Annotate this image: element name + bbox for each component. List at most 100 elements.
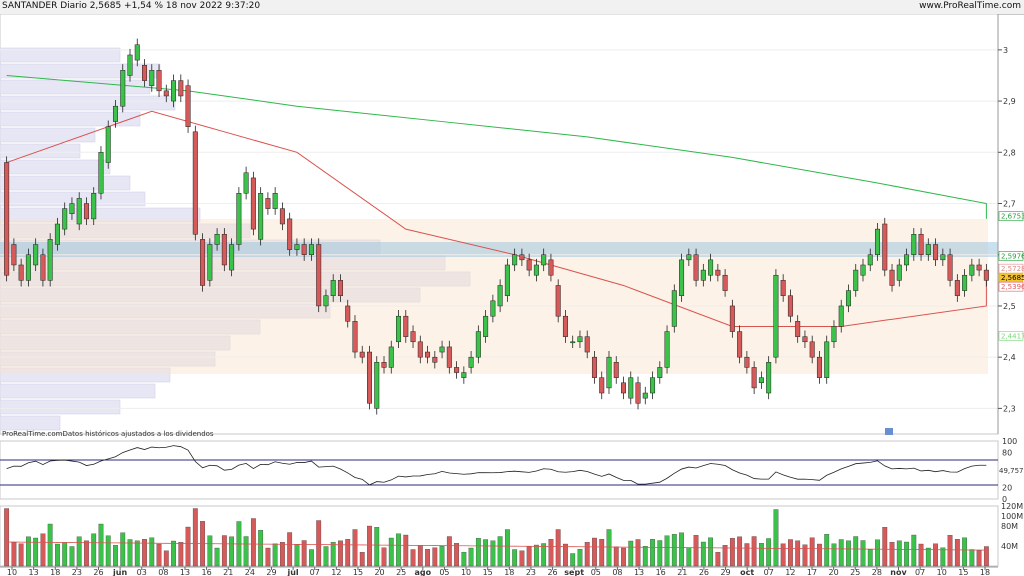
candle-up (497, 285, 503, 307)
volume-profile-bar (0, 415, 61, 431)
oscillator-line (6, 445, 987, 486)
candle (490, 294, 496, 323)
price-axis: 32,92,82,72,62,52,42,3 (997, 14, 1016, 434)
oscillator-tick-label: 0 (1002, 495, 1007, 504)
candle-up (330, 280, 336, 296)
candle-up (112, 105, 118, 122)
candle (954, 274, 960, 302)
volume-bar-down (635, 539, 641, 567)
volume-average-line (6, 541, 987, 551)
volume-profile-bar (0, 175, 131, 191)
candle-up (105, 126, 111, 163)
candle-down (562, 315, 568, 337)
x-tick-label: 08 (612, 568, 622, 576)
volume-bar-down (563, 543, 568, 567)
x-tick-label: 17 (807, 568, 817, 576)
candle (795, 315, 801, 343)
candle (250, 171, 256, 236)
x-tick-label: 23 (526, 568, 536, 576)
volume-profile-bar (0, 271, 471, 287)
candle-up (679, 259, 685, 296)
volume-bar-down (221, 535, 227, 567)
chart-title: SANTANDER Diario 2,5685 +1,54 % 18 nov 2… (2, 1, 261, 11)
volume-bar-up (831, 543, 837, 567)
volume-bar-down (178, 542, 184, 567)
x-tick-label: 15 (958, 568, 968, 576)
candle-down (722, 274, 728, 291)
volume-bar-up (773, 509, 779, 567)
volume-profile-bar (0, 367, 171, 383)
candle-down (250, 177, 256, 230)
candle-up (388, 346, 394, 368)
price-tick-label: 2,5 (1003, 302, 1016, 311)
price-label: 2,4417 (1001, 332, 1024, 340)
candle (294, 238, 300, 256)
volume-bar-up (55, 543, 60, 567)
candle (983, 263, 989, 287)
volume-bar-up (541, 543, 547, 567)
candle-up (91, 193, 97, 220)
candle-down (809, 341, 815, 358)
candle-down (816, 356, 822, 378)
volume-bar-up (243, 536, 249, 567)
candle (171, 74, 177, 108)
candle-up (824, 341, 830, 378)
volume-profile-bar (0, 63, 161, 79)
volume-bar-down (889, 542, 895, 567)
candle-up (374, 362, 380, 409)
volume-bar-up (642, 546, 648, 567)
candle (112, 100, 118, 128)
volume-bar-up (671, 534, 677, 567)
candle-down (446, 346, 452, 368)
volume-bar-up (497, 536, 503, 567)
volume-bar-down (432, 547, 438, 567)
x-tick-label: 24 (245, 568, 255, 576)
candle (337, 274, 343, 302)
chart-header: SANTANDER Diario 2,5685 +1,54 % 18 nov 2… (0, 0, 1024, 15)
volume-tick-label: 120M (1001, 502, 1023, 511)
volume-bar-up (700, 541, 706, 567)
candle (483, 310, 489, 343)
volume-bar-up (468, 547, 474, 567)
candle (845, 284, 851, 313)
volume-bar-down (40, 533, 46, 567)
candle (381, 356, 387, 374)
volume-profile-bar (0, 47, 121, 63)
candle (475, 325, 481, 364)
volume-bar-down (185, 526, 191, 567)
candle-down (780, 280, 786, 296)
volume-bar-up (875, 539, 880, 567)
volume-bar-up (309, 549, 314, 567)
candle (504, 258, 510, 302)
candle-down (156, 70, 162, 92)
volume-bar-down (947, 535, 953, 567)
candle (98, 146, 104, 200)
candle-down (301, 244, 307, 255)
candle-down (526, 259, 532, 271)
volume-bar-up (962, 537, 967, 567)
candle-up (969, 264, 975, 276)
x-tick-label: 20 (829, 568, 839, 576)
candle-up (845, 290, 851, 307)
volume-bar-down (156, 543, 162, 567)
volume-tick-label: 100M (1001, 512, 1023, 521)
x-axis: 10 13 18 23 26 jun 03 08 13 16 21 24 29 jul 07 12 15 20 25… (0, 566, 998, 576)
volume-bar-up (388, 537, 394, 567)
candle-down (519, 254, 525, 261)
candle-down (591, 356, 597, 378)
candle (708, 253, 714, 282)
candle (671, 284, 677, 333)
chart-canvas[interactable]: 32,92,82,72,62,52,42,3 2,67532,59762,572… (0, 14, 1024, 576)
price-tick-label: 2,7 (1003, 200, 1016, 209)
volume-profile-bar (0, 111, 141, 127)
candle-down (918, 233, 924, 255)
volume-bar-down (345, 539, 351, 567)
x-tick-label: 07 (915, 568, 925, 576)
candle-up (766, 362, 772, 394)
volume-bar-down (280, 542, 285, 567)
price-label: 2,5976 (1001, 252, 1024, 260)
candle (548, 253, 554, 282)
volume-bar-up (838, 539, 844, 567)
candle-down (795, 321, 801, 337)
candle-up (512, 254, 518, 266)
